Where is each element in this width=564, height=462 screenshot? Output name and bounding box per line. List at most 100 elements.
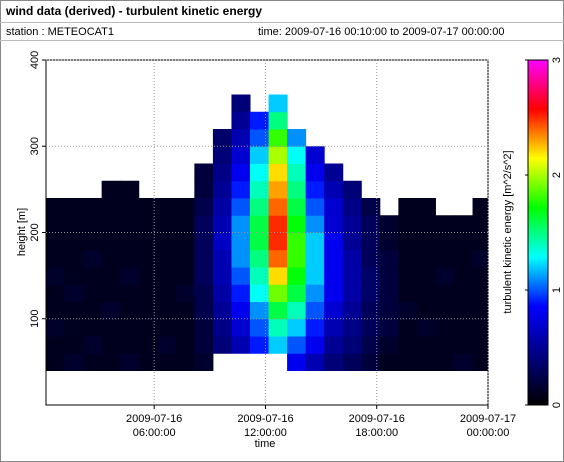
cell bbox=[194, 249, 214, 268]
cell bbox=[212, 198, 232, 216]
cell bbox=[157, 336, 177, 354]
cell bbox=[435, 249, 455, 268]
cell bbox=[138, 198, 158, 216]
cell bbox=[212, 267, 232, 285]
cell bbox=[287, 301, 307, 320]
x-tick-label: 2009-07-16 06:00:00 bbox=[126, 413, 182, 439]
cell bbox=[472, 284, 489, 302]
cell bbox=[305, 284, 325, 302]
cell bbox=[138, 249, 158, 268]
cell bbox=[361, 318, 381, 337]
cell bbox=[435, 353, 455, 371]
colorbar-tick-label: 1 bbox=[551, 287, 563, 293]
cell bbox=[250, 180, 270, 199]
cell bbox=[454, 215, 474, 233]
cell bbox=[324, 163, 344, 182]
cell bbox=[305, 163, 325, 182]
cell bbox=[212, 180, 232, 199]
cell bbox=[268, 129, 288, 147]
cell bbox=[398, 215, 418, 233]
cell bbox=[120, 353, 140, 371]
y-tick-label: 200 bbox=[29, 223, 41, 241]
cell bbox=[83, 284, 103, 302]
cell bbox=[268, 180, 288, 199]
cell bbox=[287, 249, 307, 268]
cell bbox=[287, 318, 307, 337]
cell bbox=[101, 232, 121, 251]
cell bbox=[305, 180, 325, 199]
cell bbox=[250, 146, 270, 164]
cell bbox=[287, 163, 307, 182]
cell bbox=[212, 301, 232, 320]
cell bbox=[101, 353, 121, 371]
cell bbox=[268, 318, 288, 337]
cell bbox=[138, 301, 158, 320]
cell bbox=[398, 232, 418, 251]
cell bbox=[287, 146, 307, 164]
cell bbox=[231, 336, 251, 354]
cell bbox=[64, 215, 84, 233]
cell bbox=[64, 249, 84, 268]
cell bbox=[194, 301, 214, 320]
cell bbox=[342, 232, 362, 251]
cell bbox=[231, 301, 251, 320]
cell bbox=[157, 215, 177, 233]
cell bbox=[398, 318, 418, 337]
cell bbox=[231, 94, 251, 113]
cell bbox=[268, 94, 288, 113]
cell bbox=[435, 318, 455, 337]
cell bbox=[342, 180, 362, 199]
cell bbox=[64, 301, 84, 320]
cell bbox=[268, 163, 288, 182]
cell bbox=[212, 284, 232, 302]
cell bbox=[231, 129, 251, 147]
cell bbox=[101, 180, 121, 199]
cell bbox=[101, 284, 121, 302]
cell bbox=[324, 198, 344, 216]
cell bbox=[46, 284, 66, 302]
cell bbox=[342, 336, 362, 354]
cell bbox=[120, 267, 140, 285]
cell bbox=[46, 249, 66, 268]
cell bbox=[324, 318, 344, 337]
cell bbox=[416, 232, 436, 251]
cell bbox=[287, 232, 307, 251]
cell bbox=[231, 318, 251, 337]
cell bbox=[83, 301, 103, 320]
cell bbox=[231, 111, 251, 130]
cell bbox=[194, 163, 214, 182]
cell bbox=[416, 284, 436, 302]
cell bbox=[416, 301, 436, 320]
cell bbox=[212, 232, 232, 251]
y-tick-label: 300 bbox=[29, 137, 41, 155]
cell bbox=[194, 336, 214, 354]
cell bbox=[305, 301, 325, 320]
cell bbox=[46, 232, 66, 251]
cell bbox=[305, 318, 325, 337]
cell bbox=[120, 232, 140, 251]
cell bbox=[416, 215, 436, 233]
cell bbox=[231, 163, 251, 182]
cell bbox=[361, 284, 381, 302]
cell bbox=[398, 284, 418, 302]
cell bbox=[305, 198, 325, 216]
cell bbox=[250, 267, 270, 285]
y-tick-label: 100 bbox=[29, 310, 41, 328]
time-range: time: 2009-07-16 00:10:00 to 2009-07-17 … bbox=[258, 26, 504, 38]
cell bbox=[342, 353, 362, 371]
cell bbox=[212, 163, 232, 182]
cell bbox=[435, 215, 455, 233]
cell bbox=[342, 267, 362, 285]
cell bbox=[138, 232, 158, 251]
cell bbox=[361, 249, 381, 268]
station: station : METEOCAT1 bbox=[6, 26, 114, 38]
cell bbox=[416, 267, 436, 285]
cell bbox=[379, 301, 399, 320]
y-tick-label: 400 bbox=[29, 51, 41, 69]
cell bbox=[138, 284, 158, 302]
cell bbox=[175, 284, 195, 302]
cell bbox=[398, 353, 418, 371]
cell bbox=[472, 267, 489, 285]
cell bbox=[64, 318, 84, 337]
cell bbox=[472, 198, 489, 216]
